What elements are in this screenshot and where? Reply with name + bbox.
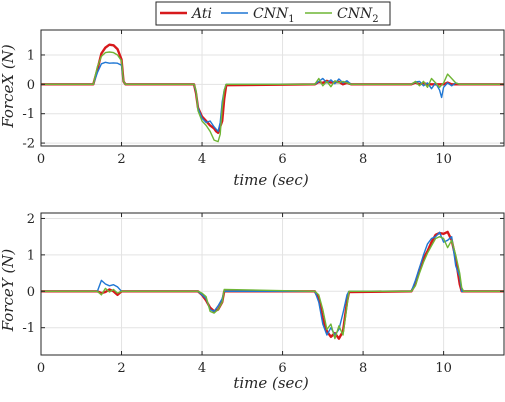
forcey-plot: time (sec) ForceY (N) 0 2 4 6 8 10 -1 0 1 2 bbox=[0, 212, 505, 392]
forcex-ytick-label: 0 bbox=[27, 78, 35, 93]
forcex-ylabel: ForceX (N) bbox=[0, 44, 17, 128]
forcex-xtick-label: 2 bbox=[117, 152, 125, 167]
forcex-xtick-label: 8 bbox=[359, 152, 367, 167]
forcex-axes-frame bbox=[40, 29, 505, 147]
forcey-xtick-label: 6 bbox=[278, 361, 286, 376]
forcey-series-cnn2 bbox=[41, 236, 504, 340]
forcex-series-cnn2 bbox=[41, 51, 504, 143]
forcex-xtick-label: 10 bbox=[435, 152, 452, 167]
forcey-axes-bg bbox=[41, 213, 504, 355]
forcey-xtick-label: 10 bbox=[435, 361, 452, 376]
legend-box bbox=[155, 1, 391, 26]
forcex-xtick-label: 4 bbox=[198, 152, 206, 167]
forcey-ylabel: ForceY (N) bbox=[0, 249, 17, 333]
forcey-ytick-label: 0 bbox=[27, 285, 35, 300]
legend-label-ati: Ati bbox=[190, 6, 212, 22]
forcex-xlabel: time (sec) bbox=[233, 171, 309, 189]
forcey-xtick-label: 8 bbox=[359, 361, 367, 376]
forcex-series-group bbox=[41, 43, 504, 143]
forcex-ytick-label: -1 bbox=[22, 107, 35, 122]
legend-label-cnn2: CNN2 bbox=[337, 6, 379, 25]
forcey-series-cnn1 bbox=[41, 231, 504, 336]
forcey-xtick-label: 2 bbox=[117, 361, 125, 376]
forcex-ytick-label: 1 bbox=[27, 48, 35, 63]
forcex-axes-bg bbox=[41, 30, 504, 146]
forcey-ytick-label: 2 bbox=[27, 212, 35, 227]
forcey-axes-frame bbox=[40, 212, 505, 356]
legend: Ati CNN1 CNN2 bbox=[155, 1, 391, 26]
forcex-plot: time (sec) ForceX (N) 0 2 4 6 8 10 -2 -1 0 1 bbox=[0, 29, 505, 189]
forcex-xtick-label: 6 bbox=[278, 152, 286, 167]
forcey-ytick-label: -1 bbox=[22, 321, 35, 336]
forcey-ytick-label: 1 bbox=[27, 248, 35, 263]
forcex-ytick-label: -2 bbox=[22, 137, 35, 152]
legend-label-cnn1: CNN1 bbox=[253, 6, 295, 25]
forcey-xlabel: time (sec) bbox=[233, 374, 309, 392]
forcey-xtick-label: 0 bbox=[37, 361, 45, 376]
forcey-series-group bbox=[41, 230, 504, 340]
forcey-xtick-label: 4 bbox=[198, 361, 206, 376]
forcex-xtick-label: 0 bbox=[37, 152, 45, 167]
